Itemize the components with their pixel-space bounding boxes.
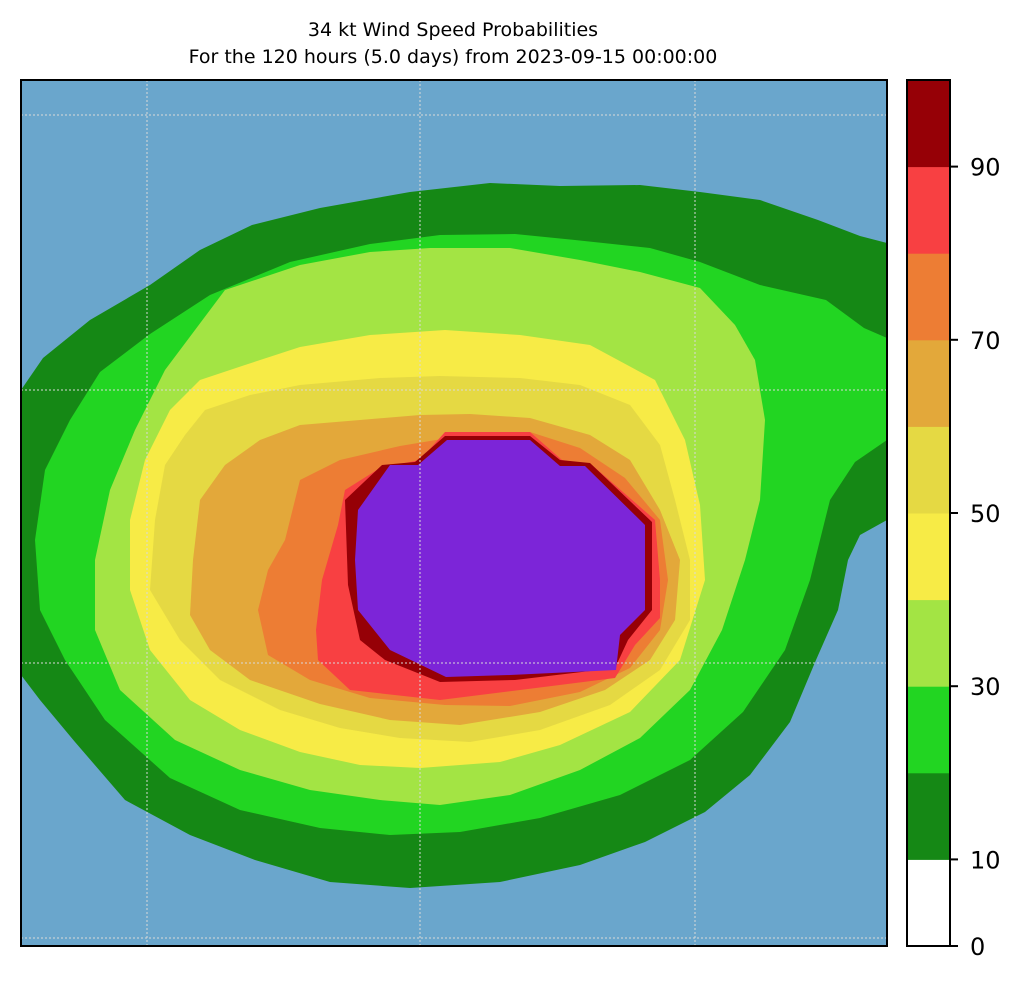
colorbar-segment [907,426,950,514]
contour-level-90 [355,440,645,677]
colorbar-segment [907,253,950,341]
colorbar-tick-label: 10 [970,846,1001,874]
plot-frame [20,79,888,947]
colorbar-segment [907,166,950,254]
colorbar-segment [907,599,950,687]
map-gridlines [21,80,887,946]
colorbar-tick-label: 30 [970,673,1001,701]
colorbar: 0 10 30 50 70 90 [906,79,1001,961]
colorbar-segment [907,772,950,860]
colorbar-tick-label: 0 [970,933,985,961]
colorbar-tick-label: 70 [970,327,1001,355]
colorbar-segment [907,686,950,774]
chart-title: 34 kt Wind Speed Probabilities [307,19,599,41]
chart-subtitle: For the 120 hours (5.0 days) from 2023-0… [188,46,718,68]
colorbar-tick-label: 50 [970,500,1001,528]
colorbar-tick-label: 90 [970,154,1001,182]
colorbar-segment [907,339,950,427]
colorbar-segment [907,80,950,168]
contour-layers [21,183,887,888]
colorbar-segment [907,859,950,947]
colorbar-segment [907,513,950,601]
